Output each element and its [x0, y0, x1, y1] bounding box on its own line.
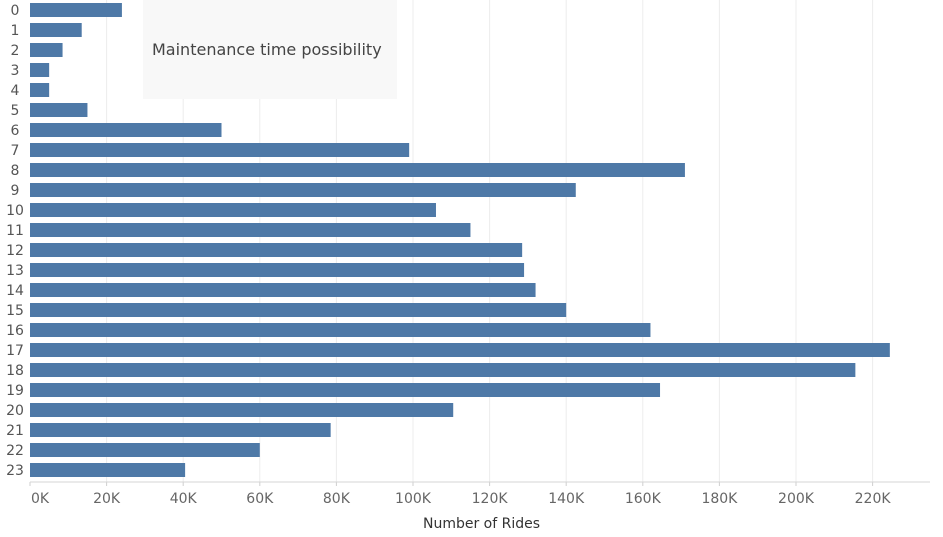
y-tick-label: 5 [11, 103, 20, 119]
bar [30, 423, 331, 437]
y-tick-label: 21 [6, 423, 24, 439]
y-tick-label: 22 [6, 443, 24, 459]
bar [30, 3, 122, 17]
y-tick-label: 19 [6, 383, 24, 399]
y-tick-label: 6 [11, 123, 20, 139]
bar [30, 183, 576, 197]
bar [30, 283, 536, 297]
y-tick-label: 0 [11, 3, 20, 19]
x-tick-labels: 0K 20K 40K 60K 80K 100K 120K 140K 160K 180K 200K 22… [31, 491, 891, 507]
x-tick-label: 0K [31, 491, 50, 507]
y-tick-label: 1 [11, 23, 20, 39]
x-tick-label: 140K [548, 491, 585, 507]
bar [30, 343, 890, 357]
y-tick-label: 4 [11, 83, 20, 99]
x-tick-label: 100K [395, 491, 432, 507]
y-tick-label: 18 [6, 363, 24, 379]
x-tick-label: 200K [778, 491, 815, 507]
bar [30, 63, 50, 77]
bar [30, 243, 523, 257]
annotation-text: Maintenance time possibility [152, 40, 382, 59]
y-tick-label: 11 [6, 223, 24, 239]
x-tick-label: 160K [625, 491, 662, 507]
x-tick-label: 40K [170, 491, 198, 507]
y-tick-label: 3 [11, 63, 20, 79]
annotation-box: Maintenance time possibility [143, 0, 397, 99]
bar [30, 323, 651, 337]
y-tick-label: 15 [6, 303, 24, 319]
y-tick-label: 2 [11, 43, 20, 59]
bar [30, 383, 661, 397]
bar [30, 163, 685, 177]
bar [30, 103, 88, 117]
x-tick-label: 60K [246, 491, 274, 507]
bar [30, 443, 260, 457]
x-axis-title: Number of Rides [0, 516, 943, 532]
bar [30, 403, 454, 417]
y-tick-label: 8 [11, 163, 20, 179]
y-tick-label: 20 [6, 403, 24, 419]
bar [30, 23, 82, 37]
x-axis-title-text: Number of Rides [422, 516, 541, 532]
x-tick-label: 20K [93, 491, 121, 507]
bar [30, 203, 436, 217]
bar [30, 83, 50, 97]
bar [30, 223, 471, 237]
bar [30, 123, 222, 137]
bar [30, 303, 567, 317]
bar [30, 363, 856, 377]
bars [30, 3, 890, 477]
y-tick-label: 12 [6, 243, 24, 259]
bar [30, 263, 525, 277]
y-tick-label: 14 [6, 283, 24, 299]
y-tick-label: 13 [6, 263, 24, 279]
x-tick-label: 220K [855, 491, 892, 507]
bar [30, 463, 186, 477]
bar [30, 143, 410, 157]
x-tick-label: 180K [701, 491, 738, 507]
x-tick-label: 80K [323, 491, 351, 507]
y-tick-label: 7 [11, 143, 20, 159]
y-tick-label: 10 [6, 203, 24, 219]
bar [30, 43, 63, 57]
x-tick-label: 120K [472, 491, 509, 507]
y-tick-label: 23 [6, 463, 24, 479]
y-tick-label: 16 [6, 323, 24, 339]
y-tick-label: 17 [6, 343, 24, 359]
y-tick-label: 9 [11, 183, 20, 199]
